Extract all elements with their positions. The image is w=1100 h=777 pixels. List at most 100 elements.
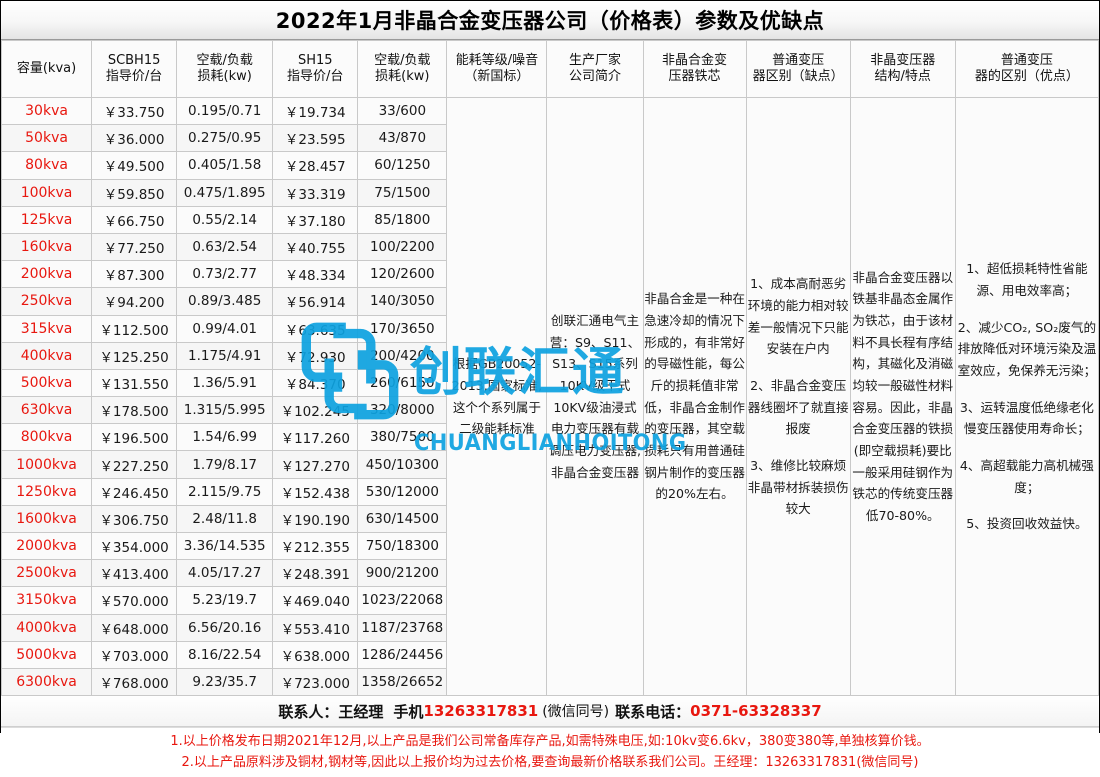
table-row: 200kva ￥87.300 0.73/2.77 ￥48.334 120/260…: [0, 260, 1099, 289]
cell-sh15-loss: 120/2600: [357, 260, 448, 289]
cell-scbh15-price: ￥87.300: [91, 260, 178, 289]
table-row: 3150kva ￥570.000 5.23/19.7 ￥469.040 1023…: [0, 586, 1099, 615]
cell-capacity: 250kva: [0, 287, 93, 316]
cell-scbh15-loss: 0.275/0.95: [176, 124, 274, 153]
cell-capacity: 1000kva: [0, 450, 93, 479]
cell-sh15-price: ￥190.190: [272, 504, 359, 534]
cell-scbh15-loss: 2.48/11.8: [176, 504, 274, 534]
cell-sh15-loss: 33/600: [357, 96, 448, 126]
cell-sh15-price: ￥19.734: [272, 96, 359, 126]
cell-sh15-price: ￥723.000: [272, 667, 359, 697]
cell-scbh15-loss: 1.175/4.91: [176, 341, 274, 370]
advantage-item-3: 3、运转温度低绝缘老化慢变压器使用寿命长；: [959, 399, 1094, 437]
cell-scbh15-price: ￥125.250: [91, 341, 178, 370]
cell-scbh15-price: ￥178.500: [91, 396, 178, 425]
cell-scbh15-loss: 0.195/0.71: [176, 96, 274, 126]
col-header-capacity: 容量(kva): [0, 40, 93, 98]
cell-scbh15-price: ￥77.250: [91, 232, 178, 262]
cell-capacity: 400kva: [0, 341, 93, 370]
table-row: 50kva ￥36.000 0.275/0.95 ￥23.595 43/870: [0, 124, 1099, 153]
col-header-sh15-price: SH15 指导价/台: [272, 40, 359, 98]
cell-capacity: 800kva: [0, 423, 93, 452]
cell-scbh15-loss: 0.89/3.485: [176, 287, 274, 316]
cell-sh15-price: ￥212.355: [272, 531, 359, 561]
disadvantage-item-2: 2、非晶合金变压器线圈坏了就直接报废: [747, 377, 849, 437]
cell-sh15-price: ￥28.457: [272, 151, 359, 180]
cell-capacity: 200kva: [0, 260, 93, 289]
cell-advantages: 1、超低损耗特性省能源、用电效率高； 2、减少CO₂, SO₂废气的排放降低对环…: [954, 96, 1100, 697]
col-header-sh15-loss: 空载/负载 损耗(kw): [357, 40, 448, 98]
wechat-note: (微信同号): [542, 704, 610, 721]
advantage-item-4: 4、高超载能力高机械强度；: [959, 457, 1094, 495]
cell-capacity: 4000kva: [0, 613, 93, 642]
contact-label: 联系人：: [278, 702, 339, 721]
col-header-structure: 非晶变压器 结构/特点: [849, 40, 956, 98]
cell-scbh15-price: ￥33.750: [91, 96, 178, 126]
cell-energy-standard: 根据GB20052-2013,国家标准,这个个系列属于二级能耗标准: [446, 96, 548, 697]
cell-capacity: 500kva: [0, 368, 93, 398]
page-title-bar: 2022年1月非晶合金变压器公司（价格表）参数及优缺点: [1, 1, 1099, 40]
contact-name: 王经理: [338, 702, 384, 721]
cell-scbh15-loss: 1.315/5.995: [176, 396, 274, 425]
cell-sh15-loss: 530/12000: [357, 477, 448, 506]
cell-scbh15-loss: 0.55/2.14: [176, 205, 274, 234]
cell-capacity: 1250kva: [0, 477, 93, 506]
cell-sh15-loss: 75/1500: [357, 178, 448, 207]
cell-scbh15-price: ￥49.500: [91, 151, 178, 180]
cell-scbh15-loss: 1.36/5.91: [176, 368, 274, 398]
cell-scbh15-loss: 2.115/9.75: [176, 477, 274, 506]
cell-scbh15-loss: 5.23/19.7: [176, 586, 274, 615]
table-row: 5000kva ￥703.000 8.16/22.54 ￥638.000 128…: [0, 640, 1099, 669]
cell-disadvantages: 1、成本高耐恶劣环境的能力相对较差一般情况下只能安装在户内 2、非晶合金变压器线…: [745, 96, 851, 697]
cell-capacity: 3150kva: [0, 586, 93, 615]
cell-capacity: 80kva: [0, 151, 93, 180]
cell-sh15-price: ￥152.438: [272, 477, 359, 506]
cell-company-intro: 创联汇通电气主营：S9、S11、S13、S15系列10KV级干式10KV级油浸式…: [546, 96, 644, 697]
cell-sh15-loss: 85/1800: [357, 205, 448, 234]
cell-sh15-loss: 260/6150: [357, 368, 448, 398]
phone-label: 联系电话：: [615, 702, 691, 721]
cell-sh15-price: ￥23.595: [272, 124, 359, 153]
cell-scbh15-loss: 0.99/4.01: [176, 314, 274, 343]
table-row: 250kva ￥94.200 0.89/3.485 ￥56.914 140/30…: [0, 287, 1099, 316]
cell-scbh15-loss: 3.36/14.535: [176, 531, 274, 561]
cell-scbh15-price: ￥196.500: [91, 423, 178, 452]
table-row: 100kva ￥59.850 0.475/1.895 ￥33.319 75/15…: [0, 178, 1099, 207]
cell-capacity: 1600kva: [0, 504, 93, 534]
table-row: 800kva ￥196.500 1.54/6.99 ￥117.260 380/7…: [0, 423, 1099, 452]
col-header-disadvantages: 普通变压 器区别（缺点）: [745, 40, 851, 98]
cell-scbh15-price: ￥227.250: [91, 450, 178, 479]
cell-scbh15-price: ￥94.200: [91, 287, 178, 316]
footer: 联系人： 王经理 手机 13263317831 (微信同号) 联系电话： 037…: [1, 696, 1099, 777]
table-row: 6300kva ￥768.000 9.23/35.7 ￥723.000 1358…: [0, 667, 1099, 697]
cell-sh15-loss: 1358/26652: [357, 667, 448, 697]
cell-scbh15-price: ￥768.000: [91, 667, 178, 697]
cell-sh15-price: ￥33.319: [272, 178, 359, 207]
cell-sh15-price: ￥72.930: [272, 341, 359, 370]
cell-scbh15-loss: 6.56/20.16: [176, 613, 274, 642]
mobile-number: 13263317831: [423, 702, 539, 721]
cell-sh15-loss: 750/18300: [357, 531, 448, 561]
cell-scbh15-price: ￥570.000: [91, 586, 178, 615]
cell-sh15-price: ￥248.391: [272, 559, 359, 588]
table-head: 容量(kva) SCBH15 指导价/台 空载/负载 损耗(kw) SH15 指…: [0, 40, 1100, 98]
cell-sh15-loss: 380/7500: [357, 423, 448, 452]
table-body: 30kva ￥33.750 0.195/0.71 ￥19.734 33/600 …: [0, 96, 1100, 697]
table-row: 1000kva ￥227.250 1.79/8.17 ￥127.270 450/…: [0, 450, 1099, 479]
note-line-2: 2.以上产品原料涉及铜材,钢材等,因此以上报价均为过去价格,要查询最新价格联系我…: [181, 755, 919, 771]
advantage-item-1: 1、超低损耗特性省能源、用电效率高；: [966, 261, 1088, 298]
cell-scbh15-price: ￥112.500: [91, 314, 178, 343]
cell-capacity: 315kva: [0, 314, 93, 343]
advantage-item-2: 2、减少CO₂, SO₂废气的排放降低对环境污染及温室效应，免保养无污染；: [957, 319, 1097, 378]
note-line-1: 1.以上价格发布日期2021年12月,以上产品是我们公司常备库存产品,如需特殊电…: [170, 734, 930, 750]
cell-sh15-loss: 170/3650: [357, 314, 448, 343]
notes-block: 1.以上价格发布日期2021年12月,以上产品是我们公司常备库存产品,如需特殊电…: [1, 727, 1099, 777]
cell-scbh15-price: ￥354.000: [91, 531, 178, 561]
cell-scbh15-price: ￥59.850: [91, 178, 178, 207]
cell-sh15-price: ￥84.370: [272, 368, 359, 398]
cell-scbh15-loss: 8.16/22.54: [176, 640, 274, 669]
page-title: 2022年1月非晶合金变压器公司（价格表）参数及优缺点: [275, 9, 825, 33]
advantage-item-5: 5、投资回收效益快。: [966, 516, 1088, 532]
cell-capacity: 160kva: [0, 232, 93, 262]
